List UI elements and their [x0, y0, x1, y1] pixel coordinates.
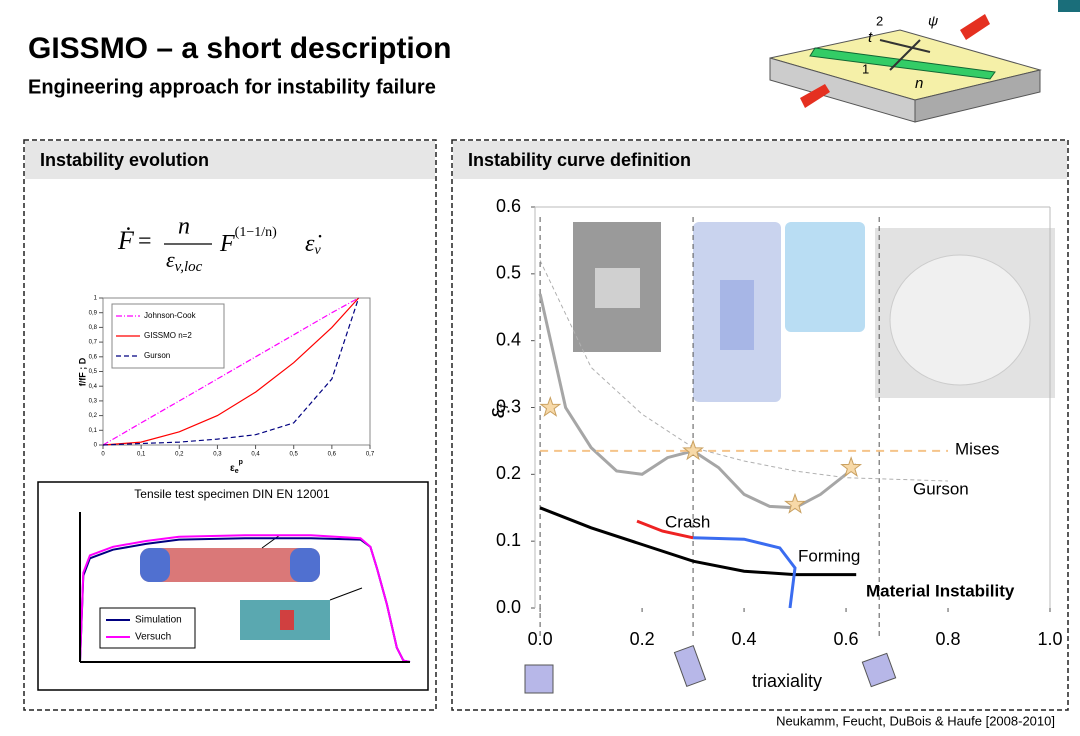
y-tick-label: 0.1: [496, 530, 521, 550]
figure-label: n: [915, 75, 923, 92]
panel-header: [453, 141, 1067, 179]
x-tick-label: 0.0: [528, 629, 553, 649]
x-tick-label: 0,3: [213, 452, 222, 458]
y-tick-label: 0,3: [89, 398, 98, 404]
y-axis-label: ε: [484, 408, 509, 418]
formula-part: v: [314, 243, 321, 258]
series-line: [102, 297, 360, 446]
figure-label: ψ: [928, 13, 938, 29]
specimen-images: [140, 534, 363, 640]
series-label: Gurson: [913, 479, 969, 498]
x-tick-label: 0,5: [290, 452, 299, 458]
x-axis-label: triaxiality: [752, 671, 822, 691]
legend-label: GISSMO n=2: [144, 331, 192, 340]
y-tick-label: 0: [94, 443, 98, 449]
y-axis-label: f/fF ; D: [77, 357, 87, 386]
plate-figure: 2 ψ t 1 n: [769, 13, 1042, 123]
chart-frame: [37, 481, 429, 691]
y-tick-label: 0,9: [89, 310, 98, 316]
series-label: Mises: [955, 439, 999, 458]
series-line: [79, 534, 411, 663]
subtitle: Engineering approach for instability fai…: [28, 76, 436, 98]
y-axis-label: εf: [484, 402, 511, 418]
stress-schematics: [524, 645, 897, 694]
y-tick-label: 0.3: [496, 396, 521, 416]
legend-label: Johnson-Cook: [144, 311, 197, 320]
x-tick-label: 0.4: [732, 629, 757, 649]
x-tick-label: 1.0: [1037, 629, 1062, 649]
y-tick-label: 0,1: [89, 428, 98, 434]
y-tick-label: 0.5: [496, 263, 521, 283]
formula-part: v,loc: [175, 259, 203, 275]
series-label: Material Instability: [866, 581, 1015, 600]
x-tick-label: 0,1: [137, 452, 146, 458]
y-tick-label: 0.2: [496, 463, 521, 483]
panel: [451, 139, 1069, 711]
series-line: [538, 293, 858, 510]
formula-part: =: [138, 229, 152, 255]
series-line: [636, 519, 694, 540]
figure-label: t: [868, 29, 873, 46]
series-line: [539, 260, 949, 482]
x-tick-label: 0,6: [328, 452, 337, 458]
series-label: Forming: [798, 546, 860, 565]
x-tick-label: 0.8: [936, 629, 961, 649]
star-marker: [682, 439, 705, 461]
formula-part: F: [219, 231, 235, 257]
formula-part: (1−1/n): [235, 225, 277, 240]
panel-header: [25, 141, 435, 179]
y-tick-label: 0,4: [89, 384, 98, 390]
y-tick-label: 0,6: [89, 354, 98, 360]
y-tick-label: 0.0: [496, 597, 521, 617]
x-axis-label: ε: [230, 463, 235, 474]
formula-part: F(1−1/n): [219, 225, 277, 256]
y-tick-label: 0,2: [89, 413, 98, 419]
y-tick-label: 0.4: [496, 329, 521, 349]
legend: [99, 607, 196, 649]
title: GISSMO – a short description: [28, 32, 451, 65]
formula-part: Ḟ: [117, 226, 135, 255]
y-tick-label: 0,7: [89, 340, 98, 346]
panel-title: Instability curve definition: [468, 150, 691, 170]
series-line: [102, 297, 360, 446]
legend-label: Gurson: [144, 351, 170, 360]
star-marker: [539, 395, 562, 417]
y-tick-label: 0,8: [89, 325, 98, 331]
series-line: [102, 297, 359, 446]
x-axis-label: εep: [230, 459, 243, 475]
formula-part: ε̇v: [305, 231, 321, 259]
x-tick-label: 0.2: [630, 629, 655, 649]
chart-title: Tensile test specimen DIN EN 12001: [134, 487, 330, 501]
star-marker: [840, 456, 863, 477]
y-axis-label: f: [495, 402, 511, 408]
panel: [23, 139, 437, 711]
x-tick-label: 0,2: [175, 452, 184, 458]
series-line: [693, 536, 797, 609]
formula-part: n: [178, 214, 190, 240]
legend-label: Versuch: [135, 632, 171, 643]
x-tick-label: 0.6: [834, 629, 859, 649]
x-axis-label: e: [235, 468, 239, 475]
y-tick-label: 0,5: [89, 369, 98, 375]
formula-part: εv,loc: [166, 247, 203, 275]
star-marker: [784, 492, 807, 514]
y-tick-label: 0.6: [496, 196, 521, 216]
legend-label: Simulation: [135, 615, 182, 626]
series-label: Crash: [665, 512, 710, 531]
figure-label: 1: [862, 61, 869, 76]
formula: Ḟ = n εv,loc F(1−1/n) ε̇v: [117, 214, 321, 276]
figure-label: 2: [876, 13, 883, 28]
x-axis-label: p: [239, 459, 243, 466]
citation: Neukamm, Feucht, DuBois & Haufe [2008-20…: [776, 713, 1055, 728]
panel-title: Instability evolution: [40, 150, 209, 170]
corner-mark: [1058, 0, 1080, 12]
photos: [573, 222, 1055, 402]
formula-part: ε: [166, 247, 175, 272]
x-tick-label: 0: [101, 452, 105, 458]
x-tick-label: 0,4: [251, 452, 260, 458]
y-tick-label: 1: [94, 296, 98, 302]
x-tick-label: 0,7: [366, 452, 375, 458]
